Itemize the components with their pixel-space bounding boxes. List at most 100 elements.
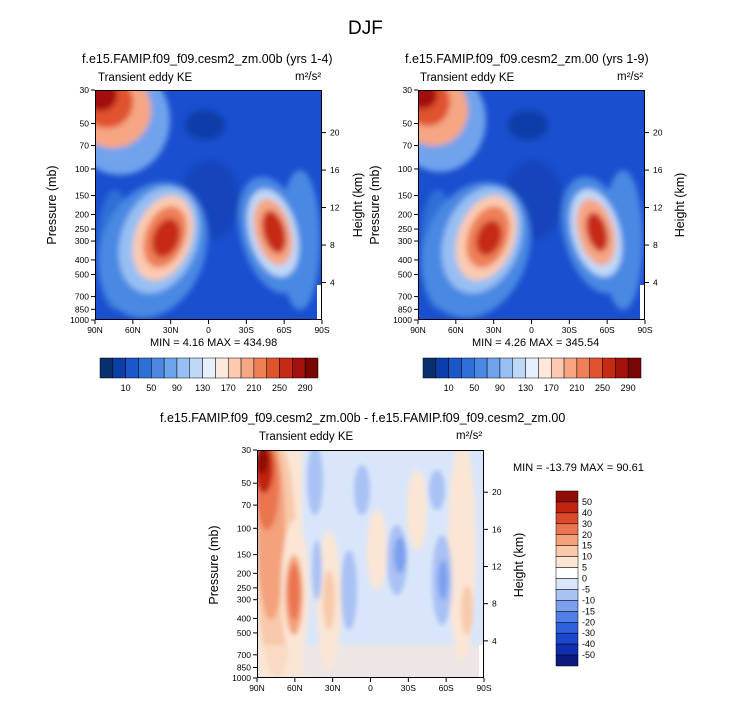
x-tick-label: 60S [277,325,292,335]
y-tick-label: 70 [80,141,90,151]
panel-3-minmax: MIN = -13.79 MAX = 90.61 [513,462,644,474]
colorbar-swatch [461,357,475,379]
colorbar-label: 90 [172,383,182,393]
y-tick-label: 100 [398,164,412,174]
y-tick-label: 300 [75,236,89,246]
panel-1-units: m²/s² [295,71,322,83]
colorbar-label: 50 [146,383,156,393]
colorbar-swatch [499,357,514,379]
colorbar-label: 15 [582,541,592,551]
x-tick-label: 30S [239,325,254,335]
colorbar-label: 50 [582,497,592,507]
y-tick-label: 850 [75,304,89,314]
colorbar-label: 170 [544,383,559,393]
x-tick-label: 90S [314,325,329,335]
x-tick-label: 90S [476,683,491,693]
y-tick-label: 400 [75,255,89,265]
y-tick-label: 30 [403,85,413,95]
x-tick-label: 30N [163,325,179,335]
colorbar-swatch [555,578,579,590]
y-tick-label: 250 [398,224,412,234]
colorbar-swatch [555,589,579,601]
colorbar-swatch [474,357,488,379]
colorbar-swatch [538,357,552,379]
x-tick-label: 60N [125,325,141,335]
x-tick-label: 90N [87,325,103,335]
colorbar-label: 90 [495,383,505,393]
colorbar-swatch [555,523,579,535]
y-tick-label: 850 [398,304,412,314]
x-tick-label: 30S [562,325,577,335]
colorbar-label: 290 [298,383,313,393]
height-tick-label: 4 [492,636,497,646]
colorbar-swatch [125,357,139,379]
y-tick-label: 500 [398,270,412,280]
colorbar-swatch [112,357,126,379]
x-tick-label: 60N [448,325,464,335]
y-tick-label: 150 [237,550,251,560]
y-tick-label: 200 [75,209,89,219]
x-tick-label: 60S [439,683,454,693]
heatmap-1 [95,90,322,320]
colorbar-swatch [151,357,165,379]
y-tick-label: 500 [237,628,251,638]
colorbar-swatch [550,357,565,379]
panel-1-subtitle: Transient eddy KE [98,72,193,84]
colorbar-swatch [555,632,579,645]
panel-1-title: f.e15.FAMIP.f09_f09.cesm2_zm.00b (yrs 1-… [82,52,333,66]
y-tick-label: 700 [237,650,251,660]
y-tick-label: 150 [75,191,89,201]
colorbar-swatch [163,357,178,379]
colorbar-label: -50 [582,650,595,660]
colorbar-label: -10 [582,595,595,605]
colorbar-swatch [435,357,449,379]
colorbar-label: 210 [246,383,261,393]
colorbar-swatch [555,534,579,546]
colorbar-swatch [555,643,579,656]
y-tick-label: 30 [242,445,252,455]
y-tick-label: 1000 [393,315,412,325]
x-tick-label: 0 [368,683,373,693]
x-tick-label: 30S [401,683,416,693]
heatmap-2 [418,90,645,320]
colorbar-swatch [189,357,203,379]
colorbar-swatch [555,611,579,623]
colorbar-label: 130 [195,383,210,393]
colorbar-swatch [602,357,616,379]
height-tick-label: 12 [653,203,663,213]
colorbar-label: -40 [582,639,595,649]
x-tick-label: 90S [637,325,652,335]
colorbar-label: 50 [469,383,479,393]
height-tick-label: 16 [330,165,340,175]
colorbar-label: 130 [518,383,533,393]
y-tick-label: 100 [75,164,89,174]
colorbar-swatch [240,357,255,379]
colorbar-swatch [304,357,319,379]
y-tick-label: 700 [75,292,89,302]
colorbar-swatch [486,357,501,379]
colorbar-swatch [266,357,280,379]
y-tick-label: 500 [75,270,89,280]
y-tick-label: 300 [398,236,412,246]
y-tick-label: 50 [80,119,90,129]
colorbar-swatch [563,357,578,379]
y-tick-label: 100 [237,523,251,533]
colorbar-swatch [422,357,437,379]
height-tick-label: 4 [653,278,658,288]
colorbar-swatch [615,357,629,379]
y-tick-label: 50 [242,478,252,488]
y-tick-label: 850 [237,662,251,672]
colorbar-swatch [448,357,462,379]
colorbar-label: -5 [582,584,590,594]
panel-2-units: m²/s² [617,71,644,83]
colorbar-swatch [253,357,267,379]
height-tick-label: 8 [653,240,658,250]
colorbar-label: -20 [582,617,595,627]
y-tick-label: 30 [80,85,90,95]
colorbar-swatch [555,512,579,525]
y-tick-label: 200 [237,568,251,578]
colorbar-swatch [555,622,579,634]
height-tick-label: 16 [653,165,663,175]
